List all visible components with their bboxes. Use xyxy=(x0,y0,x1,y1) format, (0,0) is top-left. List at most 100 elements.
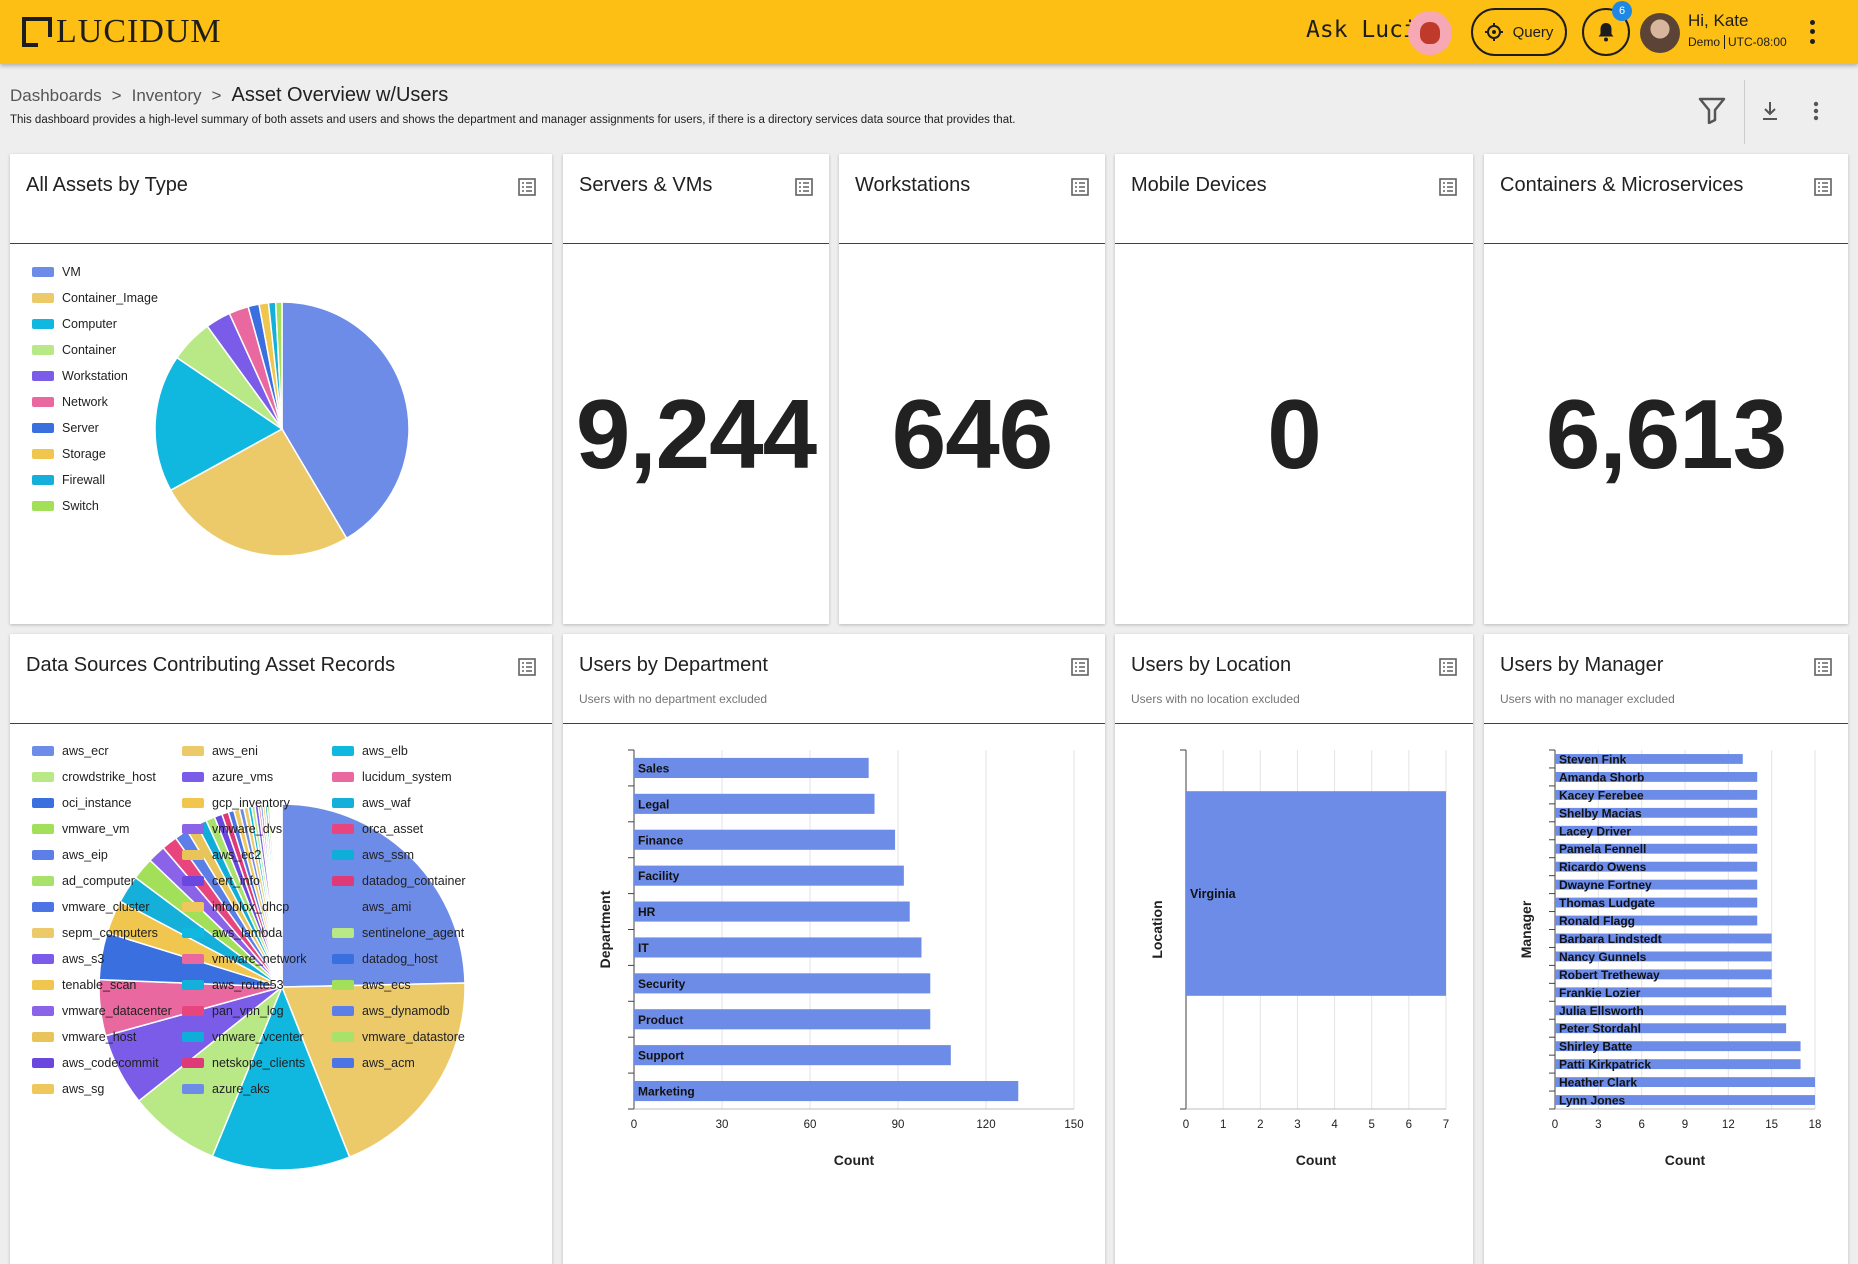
metric-value[interactable]: 0 xyxy=(1267,378,1322,489)
metric-value[interactable]: 9,244 xyxy=(575,378,817,489)
download-icon[interactable] xyxy=(1760,100,1780,122)
legend-item[interactable]: vmware_datastore xyxy=(332,1030,465,1044)
bar[interactable] xyxy=(634,1080,1019,1102)
bar[interactable] xyxy=(1555,789,1758,800)
bar[interactable] xyxy=(1555,843,1758,854)
pie-slice-aws-eni[interactable] xyxy=(280,982,466,1159)
legend-item[interactable]: Server xyxy=(32,421,99,435)
bar[interactable] xyxy=(1555,807,1758,818)
pie-slice-azure-aks[interactable] xyxy=(280,803,283,988)
legend-item[interactable]: Firewall xyxy=(32,473,105,487)
legend-item[interactable]: aws_waf xyxy=(332,796,411,810)
legend-item[interactable]: netskope_clients xyxy=(182,1056,305,1070)
bar[interactable] xyxy=(1555,1095,1815,1105)
legend-item[interactable]: Switch xyxy=(32,499,99,513)
metric-value[interactable]: 646 xyxy=(891,378,1054,489)
legend-item[interactable]: sepm_computers xyxy=(32,926,158,940)
bar[interactable] xyxy=(634,901,910,922)
legend-item[interactable]: aws_ecs xyxy=(332,978,411,992)
filter-icon[interactable] xyxy=(1698,96,1726,124)
app-menu-button[interactable] xyxy=(1806,18,1818,46)
legend-item[interactable]: azure_aks xyxy=(182,1082,270,1096)
luci-assistant-icon[interactable] xyxy=(1408,11,1452,55)
bar[interactable] xyxy=(1555,1059,1801,1070)
pie-slice-computer[interactable] xyxy=(154,356,284,492)
legend-item[interactable]: oci_instance xyxy=(32,796,132,810)
bar[interactable] xyxy=(634,973,931,994)
list-icon[interactable] xyxy=(1814,178,1832,196)
list-icon[interactable] xyxy=(795,178,813,196)
legend-item[interactable]: Container xyxy=(32,343,116,357)
bar[interactable] xyxy=(634,757,869,779)
bar[interactable] xyxy=(1555,1077,1815,1088)
legend-item[interactable]: aws_ssm xyxy=(332,848,414,862)
bar[interactable] xyxy=(1555,771,1758,782)
bar[interactable] xyxy=(1555,879,1758,890)
page-menu-icon[interactable] xyxy=(1812,100,1820,122)
pie-slice-container-image[interactable] xyxy=(169,427,348,557)
pie-slice-aws-elb[interactable] xyxy=(211,984,351,1171)
bar[interactable] xyxy=(1555,1041,1801,1052)
legend-item[interactable]: vmware_network xyxy=(182,952,306,966)
pie-slice-switch[interactable] xyxy=(274,301,283,430)
avatar[interactable] xyxy=(1640,13,1680,53)
legend-item[interactable]: vmware_vm xyxy=(32,822,129,836)
legend-item[interactable]: VM xyxy=(32,265,81,279)
bar[interactable] xyxy=(1555,951,1772,962)
bar[interactable] xyxy=(634,865,904,886)
bar[interactable] xyxy=(1555,825,1758,836)
legend-item[interactable]: aws_eip xyxy=(32,848,108,862)
bar[interactable] xyxy=(634,829,896,850)
legend-item[interactable]: aws_sg xyxy=(32,1082,104,1096)
legend-item[interactable]: vmware_dvs xyxy=(182,822,282,836)
legend-item[interactable]: Workstation xyxy=(32,369,128,383)
bar[interactable] xyxy=(1555,754,1743,764)
legend-item[interactable]: aws_lambda xyxy=(182,926,282,940)
legend-item[interactable]: Container_Image xyxy=(32,291,158,305)
legend-item[interactable]: aws_s3 xyxy=(32,952,104,966)
list-icon[interactable] xyxy=(1814,658,1832,676)
bar[interactable] xyxy=(1555,987,1772,998)
pie-slice-crowdstrike-host[interactable] xyxy=(137,984,284,1158)
legend-item[interactable]: pan_vpn_log xyxy=(182,1004,284,1018)
legend-item[interactable]: datadog_host xyxy=(332,952,438,966)
bar[interactable] xyxy=(1186,791,1446,996)
list-icon[interactable] xyxy=(1439,178,1457,196)
legend-item[interactable]: aws_codecommit xyxy=(32,1056,159,1070)
legend-item[interactable]: ad_computer xyxy=(32,874,135,888)
bar[interactable] xyxy=(1555,969,1772,980)
legend-item[interactable]: vmware_datacenter xyxy=(32,1004,172,1018)
legend-item[interactable]: aws_eni xyxy=(182,744,258,758)
legend-item[interactable]: lucidum_system xyxy=(332,770,452,784)
legend-item[interactable]: aws_dynamodb xyxy=(332,1004,450,1018)
bar[interactable] xyxy=(1555,861,1758,872)
list-icon[interactable] xyxy=(1071,658,1089,676)
breadcrumb-dashboards[interactable]: Dashboards xyxy=(10,86,102,105)
bar[interactable] xyxy=(1555,915,1758,926)
bar[interactable] xyxy=(1555,933,1772,944)
legend-item[interactable]: aws_route53 xyxy=(182,978,284,992)
pie-slice-vm[interactable] xyxy=(281,301,410,540)
breadcrumb-inventory[interactable]: Inventory xyxy=(131,86,202,105)
legend-item[interactable]: infoblox_dhcp xyxy=(182,900,289,914)
bar[interactable] xyxy=(634,1009,931,1030)
bar[interactable] xyxy=(634,937,922,958)
legend-item[interactable]: cert_info xyxy=(182,874,260,888)
bar[interactable] xyxy=(634,1045,951,1066)
legend-item[interactable]: sentinelone_agent xyxy=(332,926,464,940)
pie-slice-aws-ecr[interactable] xyxy=(281,803,466,988)
query-button[interactable]: Query xyxy=(1471,8,1567,56)
bar[interactable] xyxy=(1555,1005,1787,1016)
legend-item[interactable]: azure_vms xyxy=(182,770,273,784)
list-icon[interactable] xyxy=(518,178,536,196)
legend-item[interactable]: Network xyxy=(32,395,108,409)
legend-item[interactable]: orca_asset xyxy=(332,822,423,836)
legend-item[interactable]: aws_ec2 xyxy=(182,848,261,862)
list-icon[interactable] xyxy=(1439,658,1457,676)
legend-item[interactable]: datadog_container xyxy=(332,874,466,888)
notifications-button[interactable] xyxy=(1582,8,1630,56)
legend-item[interactable]: aws_acm xyxy=(332,1056,415,1070)
legend-item[interactable]: tenable_scan xyxy=(32,978,136,992)
list-icon[interactable] xyxy=(1071,178,1089,196)
legend-item[interactable]: vmware_host xyxy=(32,1030,136,1044)
